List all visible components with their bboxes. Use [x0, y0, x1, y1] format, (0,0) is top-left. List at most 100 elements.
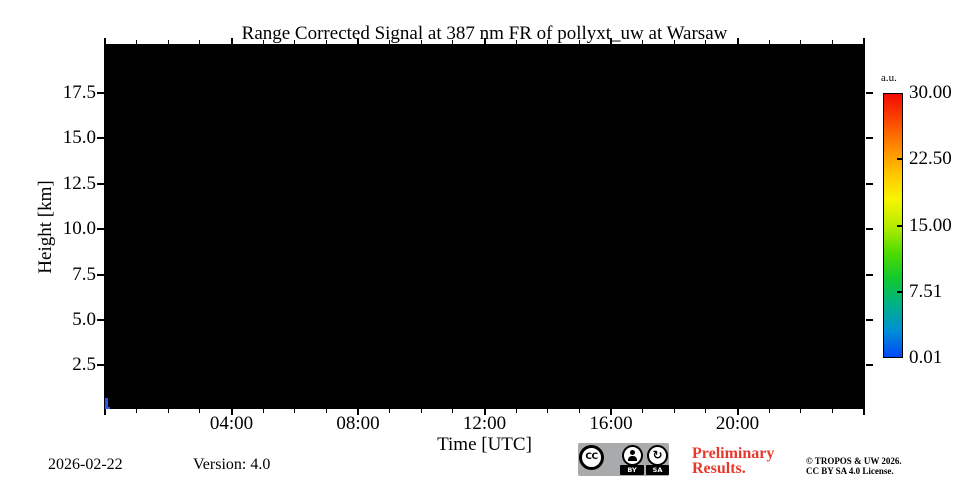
- y-major-tick-right: [866, 318, 873, 321]
- y-tick-label: 17.5: [62, 82, 96, 104]
- colorbar-tick-label: 0.01: [909, 347, 943, 368]
- x-tick-label: 08:00: [336, 413, 380, 434]
- x-tick-label: 20:00: [715, 413, 760, 434]
- y-tick-label: 7.5: [72, 263, 96, 285]
- x-minor-tick: [768, 409, 770, 413]
- colorbar-unit-label: a.u.: [881, 72, 897, 84]
- x-major-tick: [357, 409, 359, 415]
- x-minor-tick-top: [167, 40, 169, 44]
- colorbar-tick: [896, 290, 902, 293]
- copyright-line2: CC BY SA 4.0 License.: [806, 466, 894, 476]
- preliminary-line2: Results.: [692, 460, 746, 477]
- x-major-tick-top: [104, 38, 106, 44]
- colorbar-tick-label: 22.50: [909, 148, 952, 170]
- version-label: Version: 4.0: [193, 456, 271, 473]
- y-tick-label: 12.5: [62, 172, 96, 194]
- x-minor-tick: [262, 409, 264, 413]
- x-major-tick: [610, 409, 612, 415]
- cc-license-badge: CC ↻ BY SA: [578, 443, 669, 476]
- preliminary-line1: Preliminary: [692, 445, 775, 462]
- x-minor-tick-top: [452, 40, 454, 44]
- x-minor-tick-top: [325, 40, 327, 44]
- x-minor-tick-top: [420, 40, 422, 44]
- y-tick-label: 15.0: [62, 127, 96, 149]
- x-minor-tick: [673, 409, 675, 413]
- y-major-tick-right: [866, 228, 873, 231]
- y-major-tick-right: [866, 137, 873, 140]
- x-axis-label: Time [UTC]: [437, 434, 532, 455]
- cc-by-person-icon: [622, 444, 643, 466]
- y-major-tick: [97, 318, 104, 321]
- x-minor-tick: [547, 409, 549, 413]
- x-tick-label: 12:00: [462, 413, 507, 434]
- y-major-tick: [97, 182, 104, 185]
- y-major-tick: [97, 364, 104, 367]
- signal-patch: [105, 397, 108, 409]
- plot-area: [104, 44, 865, 409]
- cc-by-label: BY: [620, 465, 644, 475]
- colorbar-tick-label: 7.51: [909, 280, 943, 302]
- colorbar-tick-label: 30.00: [909, 82, 952, 103]
- x-minor-tick: [515, 409, 517, 413]
- x-minor-tick: [136, 409, 138, 413]
- x-minor-tick-top: [768, 40, 770, 44]
- x-minor-tick: [167, 409, 169, 413]
- measurement-date: 2026-02-22: [48, 456, 123, 473]
- x-minor-tick: [578, 409, 580, 413]
- y-major-tick: [97, 228, 104, 231]
- y-tick-label: 10.0: [62, 218, 96, 240]
- x-major-tick: [104, 409, 106, 415]
- x-minor-tick-top: [800, 40, 802, 44]
- colorbar-tick-label: 15.00: [909, 214, 952, 236]
- x-major-tick: [736, 409, 739, 415]
- x-major-tick-top: [357, 38, 359, 44]
- x-major-tick: [483, 409, 486, 415]
- x-minor-tick-top: [199, 40, 201, 44]
- x-minor-tick: [325, 409, 327, 413]
- sa-arrow-glyph: ↻: [652, 448, 663, 462]
- x-minor-tick-top: [389, 40, 391, 44]
- x-minor-tick-top: [515, 40, 517, 44]
- x-minor-tick: [389, 409, 391, 413]
- cc-logo-text: CC: [585, 452, 598, 462]
- y-major-tick-right: [866, 92, 873, 95]
- y-major-tick-right: [866, 364, 873, 367]
- x-minor-tick: [452, 409, 454, 413]
- cc-sa-arrow-icon: ↻: [647, 444, 668, 466]
- x-major-tick: [863, 409, 865, 415]
- y-tick-label: 2.5: [72, 354, 96, 376]
- plot-title: Range Corrected Signal at 387 nm FR of p…: [241, 23, 728, 44]
- x-major-tick-top: [230, 38, 233, 44]
- x-minor-tick-top: [136, 40, 138, 44]
- y-major-tick-right: [866, 182, 873, 185]
- x-minor-tick: [800, 409, 802, 413]
- signal-patch: [105, 407, 111, 409]
- y-major-tick-right: [866, 273, 873, 276]
- person-head-icon: [630, 450, 635, 455]
- x-minor-tick-top: [294, 40, 296, 44]
- x-minor-tick-top: [705, 40, 707, 44]
- cc-sa-label: SA: [646, 465, 669, 475]
- cc-logo-icon: CC: [579, 444, 604, 470]
- x-tick-label: 04:00: [209, 413, 254, 434]
- x-major-tick-top: [610, 38, 612, 44]
- x-minor-tick-top: [578, 40, 580, 44]
- x-minor-tick-top: [673, 40, 675, 44]
- x-minor-tick: [199, 409, 201, 413]
- colorbar-tick: [896, 158, 902, 161]
- y-tick-label: 5.0: [72, 308, 96, 330]
- x-major-tick: [230, 409, 233, 415]
- colorbar-tick: [896, 224, 902, 227]
- x-major-tick-top: [736, 38, 739, 44]
- y-major-tick: [97, 137, 104, 140]
- x-minor-tick: [642, 409, 644, 413]
- x-minor-tick-top: [547, 40, 549, 44]
- x-minor-tick-top: [262, 40, 264, 44]
- x-minor-tick: [831, 409, 833, 413]
- x-tick-label: 16:00: [589, 413, 633, 434]
- copyright-note: © TROPOS & UW 2026. CC BY SA 4.0 License…: [806, 456, 902, 476]
- x-minor-tick-top: [642, 40, 644, 44]
- preliminary-results-note: Preliminary Results.: [692, 445, 775, 477]
- y-major-tick: [97, 92, 104, 95]
